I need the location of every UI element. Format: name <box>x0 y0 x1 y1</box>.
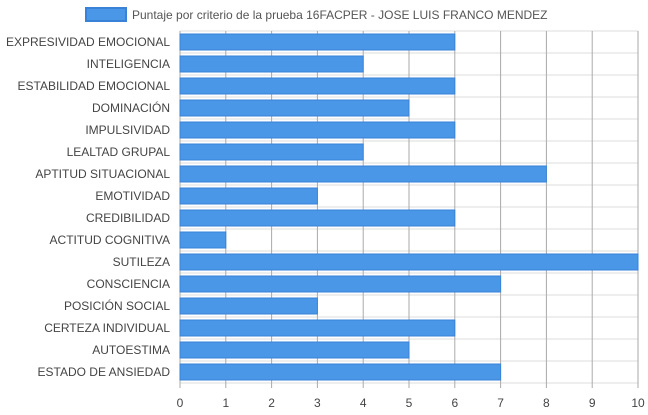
bar[interactable] <box>179 99 410 117</box>
x-axis-ticks: 0 1 2 3 4 5 6 7 8 9 10 <box>177 396 645 410</box>
category-label: AUTOESTIMA <box>92 343 170 357</box>
category-label: DOMINACIÓN <box>92 100 170 115</box>
category-label: ESTADO DE ANSIEDAD <box>38 365 171 379</box>
bar[interactable] <box>179 209 456 227</box>
x-tick-label: 5 <box>406 396 413 410</box>
category-label: CERTEZA INDIVIDUAL <box>44 321 170 335</box>
category-label: CONSCIENCIA <box>87 277 170 291</box>
bar[interactable] <box>179 187 318 205</box>
bar[interactable] <box>179 275 502 293</box>
x-tick-label: 6 <box>451 396 458 410</box>
category-label: LEALTAD GRUPAL <box>67 145 171 159</box>
x-tick-label: 2 <box>268 396 275 410</box>
x-tick-label: 3 <box>314 396 321 410</box>
category-label: POSICIÓN SOCIAL <box>64 298 170 313</box>
legend[interactable]: Puntaje por criterio de la prueba 16FACP… <box>85 7 547 22</box>
x-tick-label: 0 <box>177 396 184 410</box>
category-label: IMPULSIVIDAD <box>85 123 170 137</box>
category-label: INTELIGENCIA <box>87 57 170 71</box>
category-labels: EXPRESIVIDAD EMOCIONAL INTELIGENCIA ESTABI… <box>6 35 170 379</box>
x-tick-label: 1 <box>222 396 229 410</box>
x-tick-label: 10 <box>631 396 645 410</box>
category-label: ACTITUD COGNITIVA <box>50 233 170 247</box>
x-tick-label: 4 <box>360 396 367 410</box>
bar[interactable] <box>179 363 502 381</box>
bar[interactable] <box>179 33 456 51</box>
bars <box>179 33 639 381</box>
x-tick-label: 7 <box>497 396 504 410</box>
category-label: EXPRESIVIDAD EMOCIONAL <box>6 35 170 49</box>
bar[interactable] <box>179 77 456 95</box>
bar[interactable] <box>179 319 456 337</box>
bar[interactable] <box>179 297 318 315</box>
category-label: SUTILEZA <box>113 255 170 269</box>
bar[interactable] <box>179 341 410 359</box>
legend-swatch <box>85 7 127 22</box>
category-label: APTITUD SITUACIONAL <box>35 167 170 181</box>
category-label: ESTABILIDAD EMOCIONAL <box>18 79 171 93</box>
bar[interactable] <box>179 253 639 271</box>
legend-label: Puntaje por criterio de la prueba 16FACP… <box>132 8 547 22</box>
bar[interactable] <box>179 231 227 249</box>
category-label: EMOTIVIDAD <box>95 189 170 203</box>
x-tick-label: 9 <box>589 396 596 410</box>
x-tick-label: 8 <box>543 396 550 410</box>
bar[interactable] <box>179 165 547 183</box>
category-label: CREDIBILIDAD <box>86 211 170 225</box>
bar[interactable] <box>179 121 456 139</box>
bar[interactable] <box>179 143 364 161</box>
bar[interactable] <box>179 55 364 73</box>
